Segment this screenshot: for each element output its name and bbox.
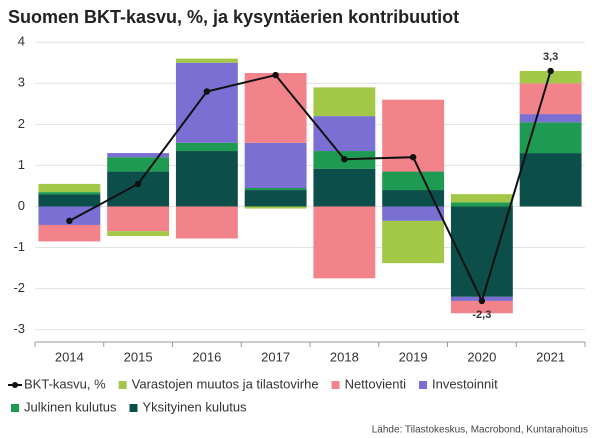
y-tick-label: -2 bbox=[13, 280, 25, 295]
bar-segment bbox=[175, 62, 238, 143]
bar-segment bbox=[107, 171, 170, 207]
line-point bbox=[409, 154, 417, 161]
bar-segment bbox=[38, 194, 101, 207]
line-point bbox=[134, 180, 142, 188]
x-tick-label: 2020 bbox=[467, 349, 496, 364]
bar-segment bbox=[107, 153, 170, 158]
bar-segment bbox=[175, 58, 238, 63]
legend-label: Varastojen muutos ja tilastovirhe bbox=[132, 376, 319, 391]
x-tick-label: 2018 bbox=[330, 349, 359, 364]
line-point bbox=[66, 217, 73, 225]
x-tick-label: 2017 bbox=[261, 349, 290, 364]
bar-segment bbox=[244, 188, 307, 191]
bar-segment bbox=[519, 83, 582, 115]
legend-swatch bbox=[12, 382, 18, 388]
y-tick-label: 2 bbox=[18, 116, 25, 131]
y-tick-label: -1 bbox=[13, 239, 25, 254]
data-label: 3,3 bbox=[543, 51, 558, 63]
legend-label: Investoinnit bbox=[432, 376, 498, 391]
bar-segment bbox=[313, 168, 376, 207]
bar-segment bbox=[450, 206, 513, 297]
bar-segment bbox=[38, 192, 101, 195]
x-tick-label: 2014 bbox=[55, 349, 84, 364]
y-tick-label: -3 bbox=[13, 321, 25, 336]
line-point bbox=[203, 88, 211, 95]
chart-title: Suomen BKT-kasvu, %, ja kysyntäerien kon… bbox=[8, 7, 459, 27]
bar-segment bbox=[519, 122, 582, 154]
bar-segment bbox=[107, 206, 170, 232]
bar-segment bbox=[519, 70, 582, 84]
line-point bbox=[341, 156, 348, 163]
legend-swatch bbox=[129, 404, 138, 412]
bar-segment bbox=[175, 206, 238, 239]
bar-segment bbox=[382, 171, 445, 191]
x-tick-label: 2021 bbox=[536, 349, 565, 364]
bar-segment bbox=[382, 99, 445, 172]
bar-segment bbox=[382, 206, 445, 221]
line-point bbox=[272, 71, 279, 79]
y-tick-label: 4 bbox=[18, 34, 25, 49]
bar-segment bbox=[519, 153, 582, 207]
legend-swatch bbox=[331, 381, 340, 389]
line bbox=[68, 70, 552, 304]
legend-label: Yksityinen kulutus bbox=[143, 399, 248, 414]
source: Lähde: Tilastokeskus, Macrobond, Kuntara… bbox=[372, 425, 588, 436]
y-tick-label: 1 bbox=[18, 157, 25, 172]
x-tick-label: 2019 bbox=[399, 349, 428, 364]
bar-segment bbox=[450, 202, 513, 207]
legend-label: Nettovienti bbox=[345, 376, 407, 391]
bar-segment bbox=[382, 190, 445, 207]
x-tick-label: 2016 bbox=[192, 349, 221, 364]
line-point bbox=[478, 297, 486, 305]
bar-segment bbox=[107, 157, 170, 172]
bar-segment bbox=[38, 183, 101, 193]
bar-segment bbox=[244, 142, 307, 188]
bar-segment bbox=[382, 220, 445, 264]
line-point bbox=[547, 67, 554, 75]
bar-segment bbox=[450, 300, 513, 314]
y-tick-label: 0 bbox=[18, 198, 25, 213]
legend-swatch bbox=[118, 381, 127, 389]
x-tick-label: 2015 bbox=[124, 349, 153, 364]
bar-segment bbox=[313, 206, 376, 279]
bar-segment bbox=[244, 190, 307, 207]
bar-segment bbox=[244, 73, 307, 143]
bar-segment bbox=[38, 224, 101, 242]
bar-segment bbox=[175, 151, 238, 207]
bar-segment bbox=[313, 87, 376, 117]
legend-label: BKT-kasvu, % bbox=[24, 376, 106, 391]
bar-segment bbox=[450, 194, 513, 203]
bar-segment bbox=[175, 142, 238, 152]
legend-label: Julkinen kulutus bbox=[24, 399, 117, 414]
bar-segment bbox=[107, 231, 170, 237]
legend-swatch bbox=[11, 404, 19, 412]
legend-swatch bbox=[418, 381, 427, 389]
bar-segment bbox=[38, 206, 101, 225]
bar-segment bbox=[244, 206, 307, 209]
y-tick-label: 3 bbox=[18, 75, 25, 90]
bar-segment bbox=[519, 114, 582, 123]
data-label: -2,3 bbox=[472, 309, 491, 321]
